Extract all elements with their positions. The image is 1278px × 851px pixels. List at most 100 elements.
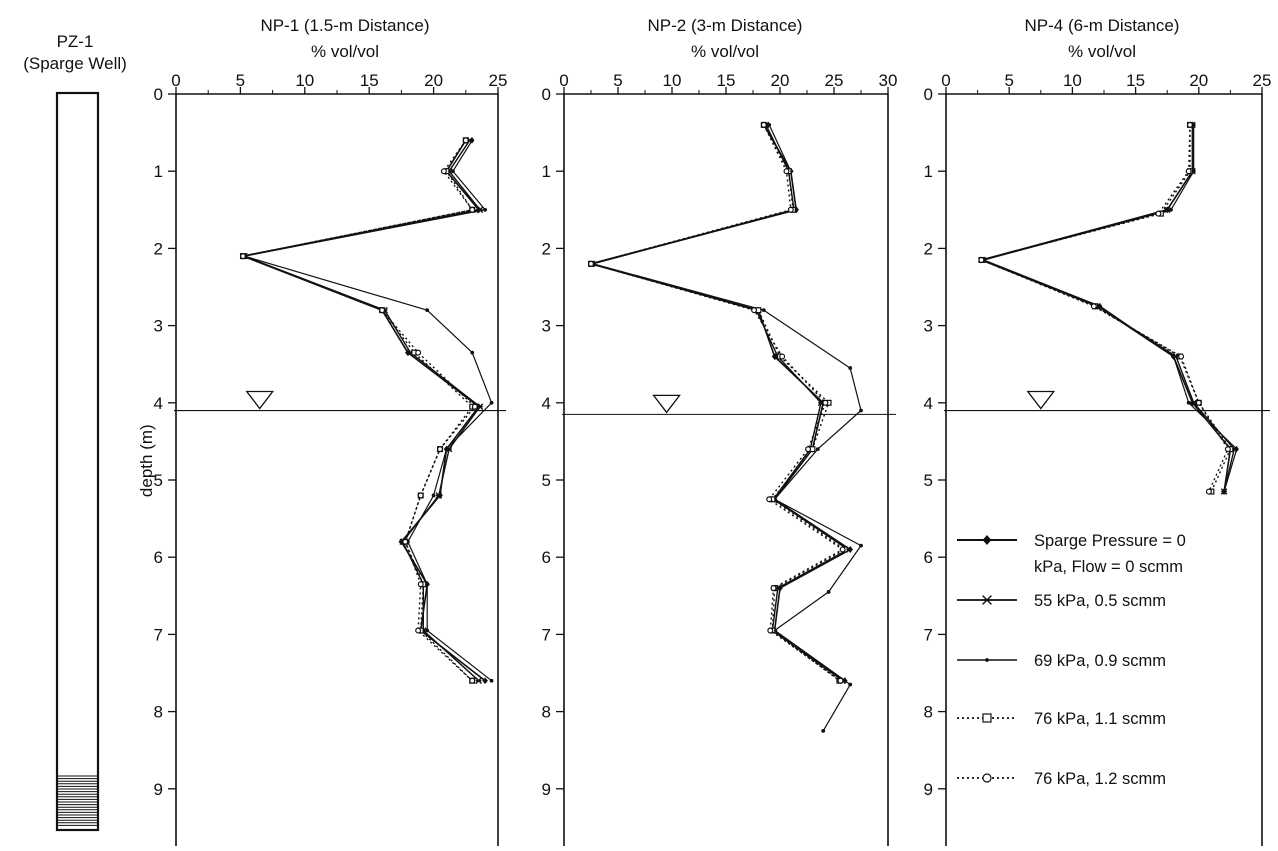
data-point-circle [239, 253, 246, 260]
y-tick-label: 4 [924, 394, 933, 413]
data-point-circle [783, 168, 790, 175]
y-tick-label: 7 [924, 625, 933, 644]
data-point-circle [751, 307, 758, 314]
y-axis-label: depth (m) [137, 424, 156, 497]
well-casing [55, 91, 100, 832]
data-point-dot [859, 543, 863, 548]
y-tick-label: 5 [154, 471, 163, 490]
water-table-symbol [245, 390, 275, 410]
y-tick-label: 3 [924, 317, 933, 336]
data-point-circle [760, 121, 767, 128]
data-point-dot [1169, 207, 1173, 212]
data-point-dot [444, 447, 449, 452]
data-point-circle [787, 206, 794, 213]
x-axis-label: % vol/vol [1068, 42, 1136, 61]
series-line [592, 124, 862, 732]
y-tick-label: 7 [542, 625, 551, 644]
data-point-circle [1178, 353, 1185, 360]
series-diamond-solid [978, 121, 1234, 495]
data-point-circle [440, 168, 447, 175]
data-point-dot [489, 400, 494, 405]
data-point-circle [415, 349, 422, 356]
data-point-circle [767, 627, 774, 634]
data-point-dot [826, 590, 831, 594]
series-line [591, 124, 849, 682]
x-axis-label: % vol/vol [311, 42, 379, 61]
data-point-circle [1186, 121, 1193, 128]
data-point-dot [1171, 354, 1176, 359]
data-point-dot [1234, 447, 1239, 452]
y-tick-label: 4 [154, 394, 163, 413]
data-point-dot [431, 493, 436, 498]
data-point-circle [469, 206, 476, 213]
data-point-dot [470, 138, 475, 143]
legend-label: 76 kPa, 1.1 scmm [1034, 710, 1166, 728]
legend-label: 69 kPa, 0.9 scmm [1034, 652, 1166, 670]
x-tick-label: 25 [489, 71, 508, 90]
data-point-circle [417, 581, 424, 588]
y-tick-label: 8 [542, 703, 551, 722]
x-tick-label: 25 [1253, 71, 1272, 90]
data-point-dot [425, 308, 430, 313]
well-screen-hatch [57, 775, 98, 826]
legend-label: 76 kPa, 1.2 scmm [1034, 770, 1166, 788]
y-tick-label: 1 [924, 162, 933, 181]
data-point-circle [766, 496, 773, 503]
y-tick-label: 0 [924, 85, 933, 104]
y-tick-label: 0 [542, 85, 551, 104]
data-point-dot [1098, 304, 1103, 309]
data-point-circle [469, 677, 476, 684]
series-line [590, 124, 846, 682]
y-tick-label: 0 [154, 85, 163, 104]
plot-frame [175, 93, 499, 846]
x-tick-label: 5 [613, 71, 622, 90]
y-tick-label: 6 [154, 548, 163, 567]
x-tick-label: 15 [360, 71, 379, 90]
x-tick-label: 25 [825, 71, 844, 90]
data-point-circle [415, 627, 422, 634]
data-point-dot [761, 308, 766, 313]
y-tick-label: 9 [542, 780, 551, 799]
x-tick-label: 30 [879, 71, 898, 90]
legend-marker-diamond [982, 535, 992, 545]
series-circle-dotted [239, 137, 478, 684]
data-point-circle [978, 256, 985, 263]
plot-frame [563, 93, 889, 846]
water-table-symbol [652, 394, 681, 414]
x-tick-label: 5 [1004, 71, 1013, 90]
data-point-dot [451, 169, 455, 174]
y-tick-label: 6 [542, 548, 551, 567]
data-point-diamond [482, 677, 488, 685]
data-point-star [1190, 399, 1198, 407]
x-tick-label: 20 [424, 71, 443, 90]
legend-marker-dot [985, 658, 989, 662]
legend-marker-star [982, 595, 992, 605]
y-tick-label: 5 [542, 471, 551, 490]
legend-marker-circle [982, 773, 992, 783]
series-line [982, 124, 1235, 492]
data-point-circle [437, 446, 444, 453]
data-point-circle [1195, 399, 1202, 406]
legend-label: 55 kPa, 0.5 scmm [1034, 592, 1166, 610]
data-point-dot [489, 678, 494, 683]
data-point-circle [1155, 210, 1162, 217]
y-tick-label: 8 [154, 703, 163, 722]
panel-title: NP-1 (1.5-m Distance) [260, 16, 429, 35]
data-point-circle [837, 677, 844, 684]
y-tick-label: 7 [154, 625, 163, 644]
x-tick-label: 0 [559, 71, 568, 90]
well-subtitle: (Sparge Well) [23, 54, 127, 73]
data-point-dot [483, 207, 488, 212]
y-tick-label: 1 [154, 162, 163, 181]
data-point-dot [1186, 400, 1191, 405]
data-point-circle [587, 260, 594, 267]
data-point-dot [848, 682, 853, 687]
x-tick-label: 10 [1063, 71, 1082, 90]
series-line [980, 124, 1229, 492]
x-tick-label: 20 [771, 71, 790, 90]
series-star-solid [979, 121, 1238, 495]
data-point-dot [767, 122, 772, 127]
y-tick-label: 2 [924, 239, 933, 258]
